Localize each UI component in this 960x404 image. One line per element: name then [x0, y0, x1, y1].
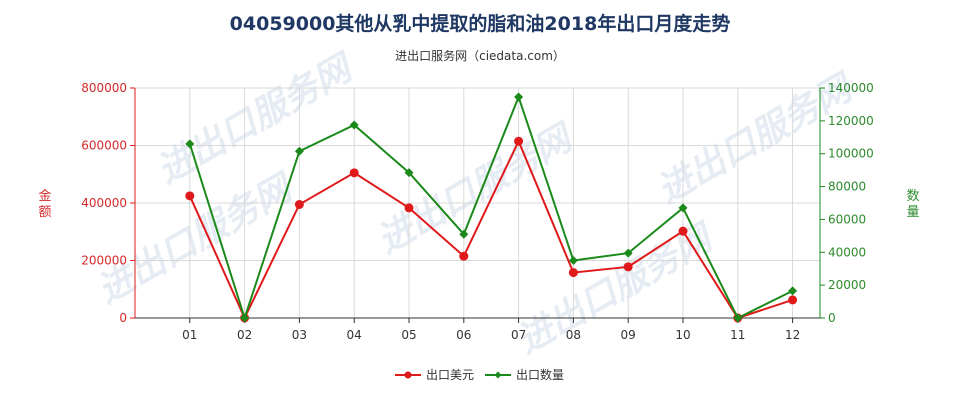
series-1-point-04: [349, 120, 359, 130]
series-1-point-03: [294, 146, 304, 156]
series-1-point-05: [404, 168, 414, 178]
legend-marker-1: [494, 371, 502, 379]
y-right-tick-label-6: 120000: [828, 114, 874, 128]
y-axis-left-title-char-0: 金: [38, 188, 51, 204]
watermark-text-1: 进出口服务网: [370, 116, 582, 262]
axis-layer: 0 200000 400000 600000 800000 0 20000 40000 6000…: [38, 81, 919, 342]
x-tick-label-08: 08: [566, 328, 581, 342]
x-tick-label-06: 06: [456, 328, 471, 342]
x-tick-label-07: 07: [511, 328, 526, 342]
y-axis-right-title-char-1: 量: [906, 205, 919, 220]
series-0-point-09: [623, 262, 633, 272]
y-right-tick-label-0: 0: [828, 311, 836, 325]
series-1-point-09: [623, 248, 633, 258]
series-1-point-07: [514, 92, 524, 102]
y-right-tick-label-5: 100000: [828, 147, 874, 161]
series-1-point-08: [568, 256, 578, 265]
series-1-point-12: [788, 286, 798, 296]
y-right-tick-label-2: 40000: [828, 245, 866, 259]
series-1-point-10: [678, 203, 688, 213]
x-tick-label-05: 05: [401, 328, 416, 342]
x-tick-label-03: 03: [292, 328, 307, 342]
legend-label-1: 出口数量: [516, 367, 564, 382]
y-left-tick-label-2: 400000: [81, 196, 127, 210]
y-right-tick-label-4: 80000: [828, 180, 866, 194]
series-0-point-10: [678, 226, 688, 236]
series-line-1: [188, 94, 794, 322]
x-tick-label-02: 02: [237, 328, 252, 342]
x-tick-label-10: 10: [675, 328, 690, 342]
legend-marker-0: [404, 371, 412, 379]
chart-title: 04059000其他从乳中提取的脂和油2018年出口月度走势: [230, 12, 731, 35]
legend-label-0: 出口美元: [426, 368, 474, 382]
y-left-tick-label-4: 800000: [81, 81, 127, 95]
y-left-tick-label-0: 0: [119, 311, 127, 325]
series-0-point-04: [349, 168, 359, 178]
series-0-point-03: [294, 199, 304, 209]
series-line-0: [188, 138, 793, 321]
x-tick-label-04: 04: [347, 328, 362, 342]
y-right-tick-label-1: 20000: [828, 278, 866, 292]
series-0-point-06: [459, 251, 469, 261]
series-0-point-01: [185, 191, 195, 201]
x-tick-label-12: 12: [785, 328, 800, 342]
series-0-point-12: [788, 295, 798, 305]
series-0-point-05: [404, 203, 414, 213]
x-tick-label-01: 01: [182, 328, 197, 342]
grid-layer: [135, 87, 820, 319]
y-right-tick-label-3: 60000: [828, 212, 866, 226]
series-1-point-06: [459, 229, 469, 239]
watermark-text-3: 进出口服务网: [150, 46, 362, 192]
series-1-point-02: [240, 313, 250, 323]
legend: 出口美元 出口数量: [395, 367, 564, 382]
chart-subtitle: 进出口服务网（ciedata.com）: [395, 48, 565, 63]
y-left-tick-label-1: 200000: [81, 254, 127, 268]
series-0-point-08: [568, 268, 578, 278]
y-right-tick-label-7: 140000: [828, 81, 874, 95]
y-axis-left-title: 金额: [38, 188, 51, 220]
x-tick-label-09: 09: [621, 328, 636, 342]
y-axis-left-title-char-1: 额: [38, 205, 51, 220]
series-layer: [185, 92, 798, 323]
y-left-tick-label-3: 600000: [81, 139, 127, 153]
series-1-point-11: [733, 313, 743, 323]
x-tick-label-11: 11: [730, 328, 745, 342]
series-0-point-07: [514, 136, 524, 146]
series-1-point-01: [185, 139, 195, 149]
y-axis-right-title: 数量: [906, 189, 919, 220]
y-axis-right-title-char-0: 数: [906, 189, 919, 204]
